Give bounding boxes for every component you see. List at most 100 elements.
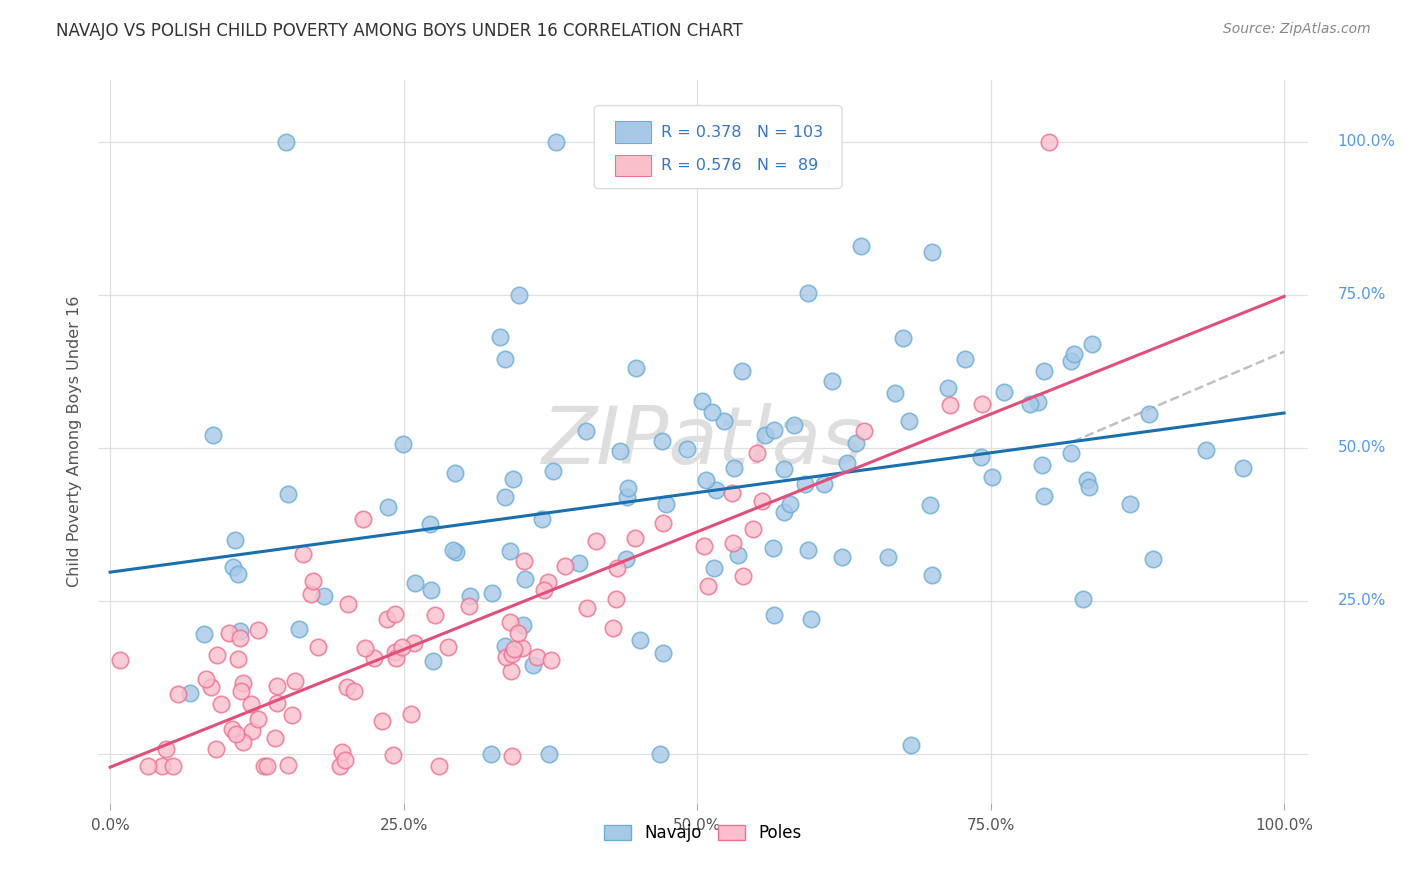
Point — [763, 608, 786, 623]
Point — [441, 542, 464, 557]
Point — [291, 547, 314, 561]
Point — [703, 561, 725, 575]
Point — [1026, 395, 1049, 409]
Point — [568, 556, 591, 570]
Point — [731, 569, 754, 583]
Point — [299, 587, 322, 601]
Text: Source: ZipAtlas.com: Source: ZipAtlas.com — [1223, 22, 1371, 37]
Point — [276, 135, 298, 149]
Point — [522, 658, 544, 673]
Point — [502, 472, 524, 486]
Point — [240, 723, 263, 738]
Point — [533, 582, 555, 597]
Text: 100.0%: 100.0% — [1339, 134, 1396, 149]
Point — [762, 541, 785, 555]
Point — [458, 599, 481, 613]
Point — [226, 652, 249, 666]
Point — [256, 759, 278, 773]
Point — [981, 470, 1004, 484]
Point — [422, 654, 444, 668]
Point — [693, 540, 716, 554]
Text: 75.0%: 75.0% — [1339, 287, 1386, 302]
Point — [307, 640, 329, 655]
Point — [538, 747, 561, 761]
Point — [384, 607, 406, 621]
Point — [651, 434, 673, 448]
Point — [616, 491, 638, 505]
Point — [773, 462, 796, 476]
Point — [166, 687, 188, 701]
Point — [284, 674, 307, 689]
Point — [499, 544, 522, 558]
Point — [697, 579, 720, 593]
Point — [375, 612, 398, 626]
Point — [797, 285, 820, 300]
Point — [429, 759, 451, 773]
Point — [136, 759, 159, 773]
Point — [508, 288, 530, 302]
Point — [531, 512, 554, 526]
Point — [266, 679, 288, 693]
Text: R = 0.576   N =  89: R = 0.576 N = 89 — [661, 158, 818, 173]
Point — [494, 490, 516, 504]
Point — [723, 461, 745, 475]
Point — [384, 645, 406, 659]
Point — [377, 500, 399, 515]
Point — [605, 592, 627, 607]
Point — [543, 464, 565, 478]
Point — [481, 586, 503, 600]
Point — [494, 639, 516, 653]
Point — [110, 653, 132, 667]
Point — [444, 466, 467, 480]
Point — [546, 135, 568, 149]
Point — [1063, 347, 1085, 361]
Point — [419, 517, 441, 532]
Point — [391, 640, 413, 654]
Point — [1119, 497, 1142, 511]
Text: R = 0.378   N = 103: R = 0.378 N = 103 — [661, 125, 823, 140]
Point — [537, 575, 560, 590]
Point — [727, 548, 749, 562]
Point — [404, 575, 426, 590]
Point — [741, 522, 763, 536]
Point — [229, 624, 252, 638]
Point — [232, 735, 254, 749]
Point — [229, 684, 252, 698]
Point — [617, 481, 640, 495]
Point — [1081, 337, 1104, 351]
Point — [1060, 446, 1083, 460]
Point — [1137, 408, 1160, 422]
Point — [515, 572, 537, 586]
Point — [481, 747, 503, 761]
Point — [1078, 480, 1101, 494]
Point — [419, 583, 441, 598]
Point — [333, 753, 356, 767]
Point — [835, 456, 858, 470]
Point — [205, 742, 228, 756]
Point — [200, 680, 222, 694]
Point — [1032, 489, 1054, 503]
Point — [499, 615, 522, 629]
Point — [382, 748, 405, 763]
Point — [883, 385, 905, 400]
Point — [162, 759, 184, 773]
Point — [264, 731, 287, 746]
Point — [953, 351, 976, 366]
Point — [1038, 135, 1060, 149]
Point — [1060, 353, 1083, 368]
Point — [277, 757, 299, 772]
Point — [501, 664, 523, 678]
Point — [606, 561, 628, 575]
Point — [676, 442, 699, 456]
Point — [614, 551, 637, 566]
Point — [853, 424, 876, 438]
Text: NAVAJO VS POLISH CHILD POVERTY AMONG BOYS UNDER 16 CORRELATION CHART: NAVAJO VS POLISH CHILD POVERTY AMONG BOY… — [56, 22, 742, 40]
Point — [353, 640, 375, 655]
Point — [900, 738, 922, 752]
FancyBboxPatch shape — [595, 105, 842, 189]
Point — [202, 428, 225, 442]
Point — [1232, 461, 1254, 475]
Point — [526, 650, 548, 665]
Point — [877, 550, 900, 565]
Point — [648, 747, 671, 761]
